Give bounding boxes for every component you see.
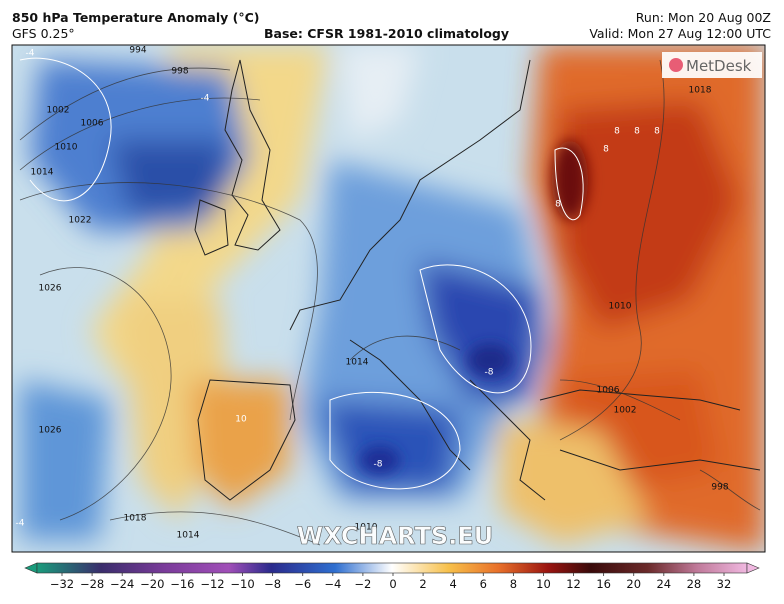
isobar-label: 1010 [355, 523, 378, 533]
anomaly-label: 8 [555, 200, 561, 210]
isobar-label: 1014 [31, 168, 54, 178]
isobar-label: 1022 [69, 216, 92, 226]
isobar-label: 1006 [81, 119, 104, 129]
anomaly-label: -8 [374, 460, 383, 470]
anomaly-label: -4 [201, 94, 210, 104]
anomaly-label: -4 [26, 49, 35, 59]
watermark: WXCHARTS.EU [297, 522, 493, 550]
anomaly-label: 8 [603, 145, 609, 155]
colorbar-label: −24 [110, 577, 134, 591]
model: GFS 0.25° [12, 26, 75, 41]
colorbar-label: 12 [566, 577, 581, 591]
colorbar-label: 0 [389, 577, 396, 591]
colorbar-label: −10 [230, 577, 254, 591]
anomaly-label: 8 [634, 127, 640, 137]
isobar-label: 1014 [346, 358, 369, 368]
anomaly-contours [19, 57, 584, 490]
colorbar-label: 10 [536, 577, 551, 591]
colorbar: −32 −28 −24 −20 −16 −12 −10 −8 −6 −4 −2 0 2 4 6 8 10 12 16… [24, 562, 760, 591]
colorbar-label: −28 [80, 577, 104, 591]
isobar-label: 1002 [614, 406, 637, 416]
base-note: Base: CFSR 1981-2010 climatology [264, 26, 509, 41]
anomaly-label: 10 [235, 415, 247, 425]
isobar-label: 1018 [124, 514, 147, 524]
isobar-label: 1026 [39, 426, 62, 436]
colorbar-label: −8 [264, 577, 281, 591]
isobar-label: 1010 [55, 143, 78, 153]
anomaly-label: -4 [16, 519, 25, 529]
colorbar-label: 16 [596, 577, 611, 591]
title: 850 hPa Temperature Anomaly (°C) [12, 10, 259, 25]
anomaly-label: 8 [614, 127, 620, 137]
coastlines [194, 59, 761, 501]
isobar-label: 1002 [47, 106, 70, 116]
colorbar-label: 20 [626, 577, 641, 591]
anomaly-label: -8 [485, 368, 494, 378]
map: 994 998 1002 1006 1010 1014 1022 1026 1026 1018 10… [12, 45, 765, 552]
colorbar-label: 32 [717, 577, 732, 591]
isobar-label: 998 [171, 67, 188, 77]
isobar-label: 1010 [609, 302, 632, 312]
run-time: Run: Mon 20 Aug 00Z [636, 10, 771, 25]
isobar-label: 994 [129, 46, 146, 56]
logo: MetDesk [686, 57, 752, 75]
colorbar-label: −16 [170, 577, 194, 591]
colorbar-label: 8 [510, 577, 517, 591]
colorbar-label: −2 [354, 577, 371, 591]
isobar-label: 1014 [177, 531, 200, 541]
valid-time: Valid: Mon 27 Aug 12:00 UTC [589, 26, 771, 41]
colorbar-label: −6 [294, 577, 311, 591]
isobars [19, 59, 761, 546]
colorbar-label: −4 [324, 577, 341, 591]
colorbar-label: −12 [200, 577, 224, 591]
isobar-label: 998 [711, 483, 728, 493]
isobar-label: 1026 [39, 284, 62, 294]
colorbar-label: −32 [50, 577, 74, 591]
colorbar-label: −20 [140, 577, 164, 591]
colorbar-label: 2 [419, 577, 426, 591]
anomaly-label: 8 [654, 127, 660, 137]
colorbar-label: 4 [450, 577, 457, 591]
colorbar-label: 24 [656, 577, 671, 591]
isobar-label: 1018 [689, 86, 712, 96]
colorbar-label: 6 [480, 577, 487, 591]
isobar-label: 1006 [597, 386, 620, 396]
colorbar-label: 28 [687, 577, 702, 591]
